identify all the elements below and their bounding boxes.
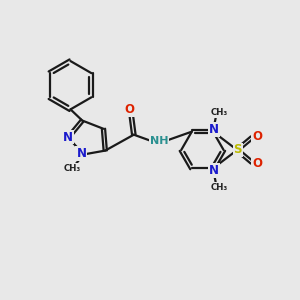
Text: O: O — [252, 130, 262, 143]
Text: CH₃: CH₃ — [63, 164, 81, 173]
Text: N: N — [209, 164, 219, 177]
Text: CH₃: CH₃ — [211, 108, 228, 117]
Text: N: N — [209, 123, 219, 136]
Text: O: O — [124, 103, 134, 116]
Text: NH: NH — [150, 136, 168, 146]
Text: N: N — [76, 147, 86, 160]
Text: S: S — [233, 143, 242, 157]
Text: CH₃: CH₃ — [211, 183, 228, 192]
Text: O: O — [252, 157, 262, 170]
Text: N: N — [63, 130, 73, 143]
